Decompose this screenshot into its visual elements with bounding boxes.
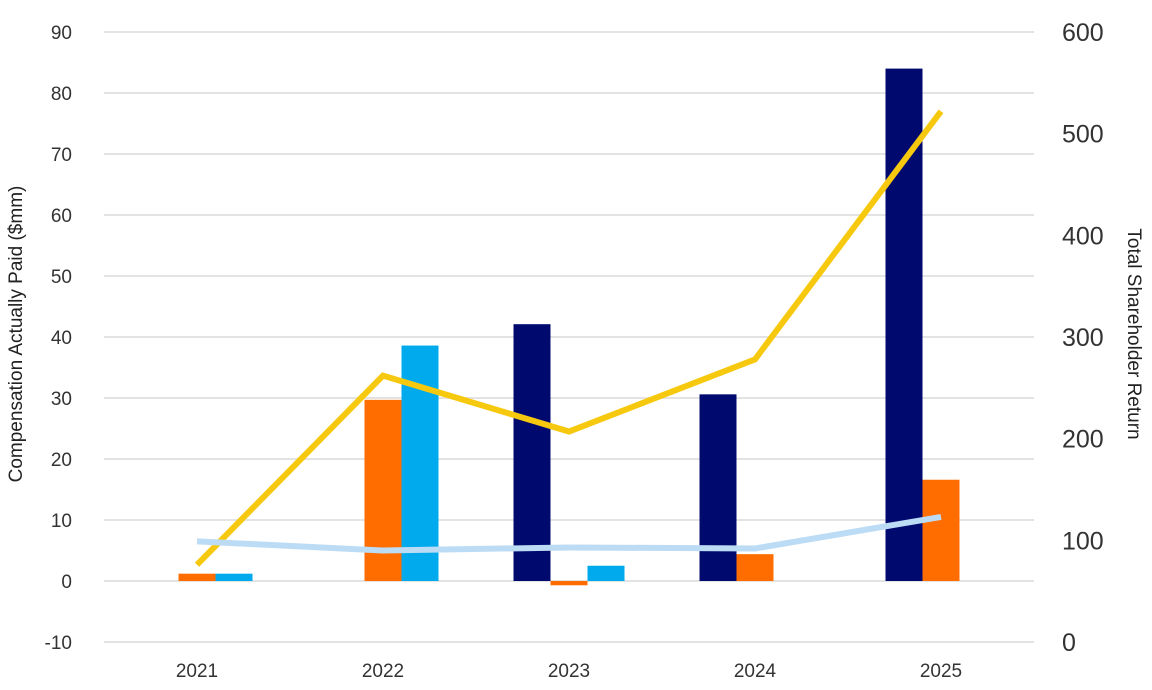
x-tick-label: 2024 (734, 661, 777, 682)
bar (513, 324, 551, 581)
y-axis-title: Compensation Actually Paid ($mm) (6, 186, 27, 483)
y-tick-label: 30 (51, 389, 72, 410)
y2-axis-title: Total Shareholder Return (1123, 228, 1144, 439)
y-tick-label: 40 (51, 328, 72, 349)
line-marks (194, 109, 944, 567)
y2-tick-label: 300 (1062, 324, 1104, 352)
bar (736, 554, 774, 581)
bar (922, 479, 960, 581)
y-tick-label: 20 (51, 450, 72, 471)
y2-tick-label: 600 (1062, 19, 1104, 47)
bar-marks (178, 68, 960, 586)
y-tick-label: 70 (51, 145, 72, 166)
bar (550, 581, 588, 586)
x-tick-label: 2025 (920, 661, 962, 682)
left-axis-ticks: 90 80 70 60 50 40 30 20 10 0 -10 (45, 23, 72, 654)
bar (885, 68, 923, 582)
y-tick-label: 80 (51, 84, 72, 105)
y-tick-label: -10 (45, 633, 72, 654)
y-tick-label: 0 (61, 572, 72, 593)
x-tick-label: 2022 (362, 661, 404, 682)
bar (215, 573, 253, 581)
x-tick-label: 2023 (548, 661, 590, 682)
y2-tick-label: 400 (1062, 222, 1104, 250)
y2-tick-label: 200 (1062, 426, 1104, 454)
series-line (194, 109, 944, 567)
right-axis-ticks: 600 500 400 300 200 100 0 (1062, 19, 1104, 657)
x-axis-ticks: 2021 2022 2023 2024 2025 (176, 661, 962, 682)
x-tick-label: 2021 (176, 661, 218, 682)
y-tick-label: 50 (51, 267, 72, 288)
bar (587, 565, 625, 581)
gridlines (104, 31, 1034, 643)
y2-tick-label: 0 (1062, 629, 1076, 657)
y-tick-label: 90 (51, 23, 72, 44)
bar (699, 394, 737, 581)
y2-tick-label: 500 (1062, 121, 1104, 149)
series-line (196, 513, 942, 554)
y-tick-label: 10 (51, 511, 72, 532)
y2-tick-label: 100 (1062, 527, 1104, 555)
bar (364, 399, 402, 581)
bar (178, 573, 216, 581)
y-tick-label: 60 (51, 206, 72, 227)
